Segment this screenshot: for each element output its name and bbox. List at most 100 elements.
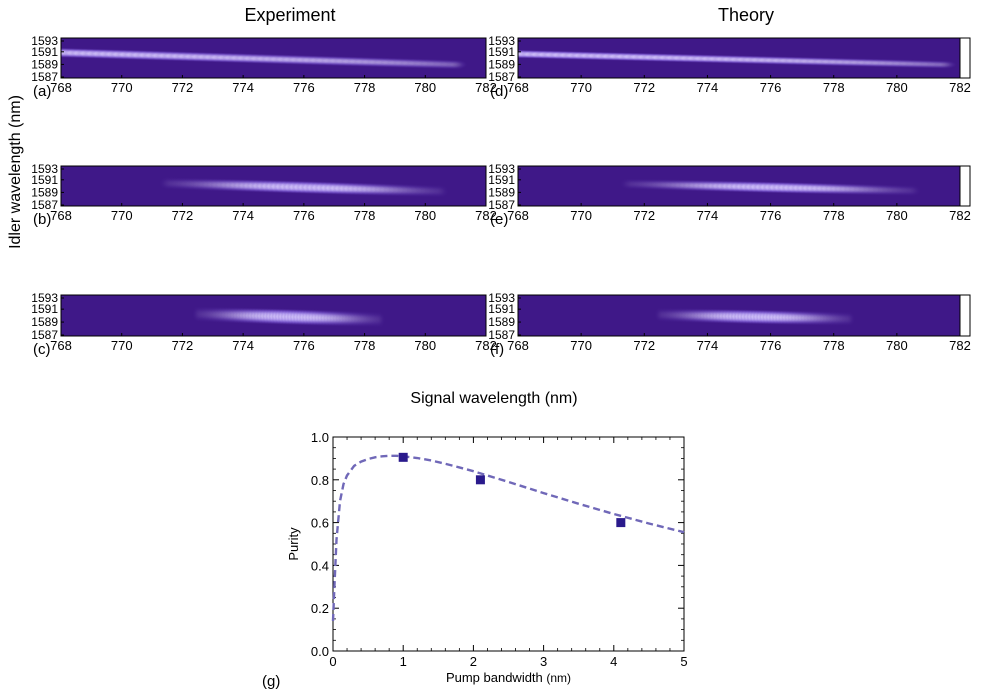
purity-xlabel-text: Pump bandwidth bbox=[446, 670, 546, 685]
heatmap-panels: 768 770 772 774 776 778 780 7821593159115891587… bbox=[31, 34, 971, 358]
x-tick-label: 782 bbox=[475, 208, 497, 223]
x-tick-label: 780 bbox=[414, 208, 436, 223]
data-point bbox=[398, 452, 408, 462]
y-tick-label: 1591 bbox=[31, 45, 58, 59]
x-tick-label: 780 bbox=[886, 338, 908, 353]
y-tick-label: 1593 bbox=[31, 291, 58, 305]
x-tick-label: 772 bbox=[633, 338, 655, 353]
x-tick-label: 782 bbox=[475, 80, 497, 95]
y-tick-label: 1591 bbox=[488, 302, 515, 316]
y-tick-label: 1.0 bbox=[311, 430, 329, 445]
purity-xlabel-unit: (nm) bbox=[546, 671, 571, 685]
heatmap-ridge bbox=[518, 49, 958, 70]
x-tick-label: 776 bbox=[293, 208, 315, 223]
y-tick-label: 1589 bbox=[31, 185, 58, 199]
x-tick-label: 0 bbox=[329, 654, 336, 669]
x-tick-label: 780 bbox=[414, 80, 436, 95]
x-tick-label: 774 bbox=[697, 338, 719, 353]
heatmap-ridge bbox=[619, 178, 922, 197]
y-tick-label: 1587 bbox=[488, 328, 515, 342]
y-tick-label: 1587 bbox=[488, 198, 515, 212]
x-tick-label: 782 bbox=[949, 208, 971, 223]
purity-ylabel: Purity bbox=[286, 527, 301, 561]
y-tick-label: 1591 bbox=[31, 302, 58, 316]
x-tick-label: 772 bbox=[633, 80, 655, 95]
x-tick-label: 780 bbox=[886, 208, 908, 223]
x-tick-label: 778 bbox=[354, 80, 376, 95]
heatmap-panel: 768 770 772 774 776 778 780 782 1593159115891587… bbox=[31, 162, 497, 228]
heatmap-edge-strip bbox=[959, 37, 971, 79]
y-tick-label: 1593 bbox=[488, 291, 515, 305]
x-tick-label: 776 bbox=[760, 338, 782, 353]
panel-letter: (g) bbox=[262, 673, 280, 690]
x-tick-label: 776 bbox=[293, 338, 315, 353]
y-tick-label: 1587 bbox=[488, 70, 515, 84]
experiment-header: Experiment bbox=[244, 5, 335, 25]
x-tick-label: 3 bbox=[540, 654, 547, 669]
ridge-segment bbox=[443, 59, 468, 70]
x-tick-label: 2 bbox=[470, 654, 477, 669]
signal-axis-label: Signal wavelength (nm) bbox=[410, 390, 577, 407]
x-tick-label: 770 bbox=[111, 80, 133, 95]
heatmap-ridge bbox=[654, 307, 856, 327]
heatmap-panel: 768 770 772 774 776 778 780 782 1593159115891587… bbox=[488, 162, 971, 228]
panel-letter: (c) bbox=[33, 341, 51, 358]
y-tick-label: 0.6 bbox=[311, 516, 329, 531]
panel-letter: (f) bbox=[490, 341, 504, 358]
x-tick-label: 778 bbox=[823, 80, 845, 95]
x-tick-label: 768 bbox=[50, 208, 72, 223]
ridge-segment bbox=[843, 311, 856, 327]
purity-xlabel: Pump bandwidth (nm) bbox=[446, 670, 571, 685]
heatmap-panel: 768 770 772 774 776 778 780 782 1593159115891587… bbox=[488, 291, 971, 358]
x-tick-label: 782 bbox=[475, 338, 497, 353]
x-tick-label: 768 bbox=[507, 338, 529, 353]
heatmap-ridge bbox=[159, 176, 449, 198]
x-tick-label: 768 bbox=[50, 80, 72, 95]
y-tick-label: 0.0 bbox=[311, 644, 329, 659]
y-tick-label: 1589 bbox=[488, 185, 515, 199]
x-tick-label: 770 bbox=[570, 338, 592, 353]
y-tick-label: 1589 bbox=[31, 315, 58, 329]
panel-letter: (a) bbox=[33, 83, 51, 100]
x-tick-label: 778 bbox=[354, 338, 376, 353]
ridge-segment bbox=[374, 311, 386, 328]
y-tick-label: 0.8 bbox=[311, 473, 329, 488]
x-tick-label: 1 bbox=[400, 654, 407, 669]
x-tick-label: 772 bbox=[172, 338, 194, 353]
x-tick-label: 772 bbox=[172, 208, 194, 223]
y-tick-label: 1591 bbox=[488, 173, 515, 187]
x-tick-label: 774 bbox=[232, 208, 254, 223]
x-tick-label: 768 bbox=[50, 338, 72, 353]
y-tick-label: 1587 bbox=[31, 198, 58, 212]
heatmap-panel: 768 770 772 774 776 778 780 782 1593159115891587… bbox=[31, 291, 497, 358]
x-tick-label: 4 bbox=[610, 654, 617, 669]
idler-axis-label: Idler wavelength (nm) bbox=[7, 95, 24, 249]
y-tick-label: 1593 bbox=[488, 34, 515, 48]
ridge-segment bbox=[432, 184, 449, 198]
ridge-segment bbox=[931, 60, 958, 70]
y-tick-label: 0.4 bbox=[311, 558, 329, 573]
y-tick-label: 1593 bbox=[488, 162, 515, 176]
panel-letter: (d) bbox=[490, 83, 508, 100]
y-tick-label: 1591 bbox=[31, 173, 58, 187]
x-tick-label: 776 bbox=[760, 208, 782, 223]
x-tick-label: 772 bbox=[633, 208, 655, 223]
y-tick-label: 1593 bbox=[31, 162, 58, 176]
y-tick-label: 1589 bbox=[488, 57, 515, 71]
x-tick-label: 774 bbox=[232, 80, 254, 95]
x-tick-label: 770 bbox=[570, 208, 592, 223]
heatmap-panel: 768 770 772 774 776 778 780 782 1593159115891587… bbox=[488, 34, 971, 100]
ridge-segment bbox=[904, 184, 922, 197]
x-tick-label: 780 bbox=[886, 80, 908, 95]
x-tick-label: 772 bbox=[172, 80, 194, 95]
data-point bbox=[475, 475, 485, 485]
x-tick-label: 768 bbox=[507, 208, 529, 223]
y-tick-label: 0.2 bbox=[311, 601, 329, 616]
x-tick-label: 770 bbox=[570, 80, 592, 95]
heatmap-panel: 768 770 772 774 776 778 780 782 1593159115891587… bbox=[31, 34, 497, 100]
plot-frame bbox=[332, 436, 685, 652]
heatmap-ridge bbox=[192, 305, 386, 328]
heatmap-frame bbox=[60, 165, 487, 207]
heatmap-edge-strip bbox=[959, 294, 971, 337]
